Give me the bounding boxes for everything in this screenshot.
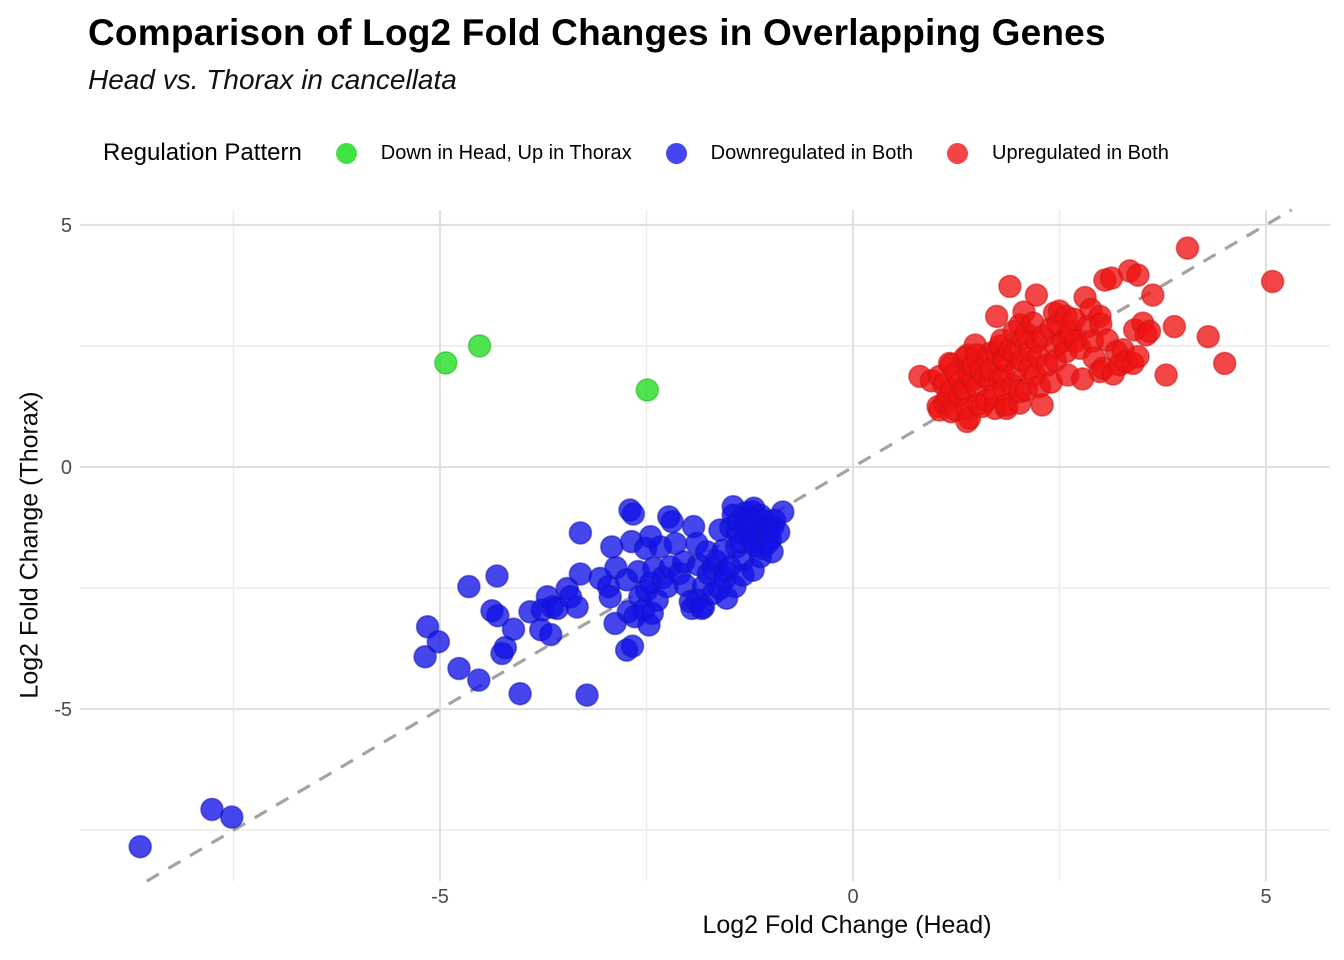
data-point (598, 584, 623, 609)
data-point (1024, 283, 1049, 307)
data-point (1175, 236, 1200, 260)
y-tick-label: 0 (61, 457, 72, 479)
x-tick-label: 0 (847, 886, 858, 908)
legend: Regulation Pattern Down in Head, Up in T… (103, 134, 1169, 172)
x-tick-label: 5 (1260, 886, 1271, 908)
data-point (433, 351, 458, 375)
data-point (426, 629, 451, 654)
data-point (467, 334, 492, 358)
data-point (1196, 324, 1220, 349)
data-point (1137, 319, 1162, 344)
data-point (620, 634, 645, 659)
y-axis-tick-labels: 5 0 -5 (54, 215, 72, 721)
series-blue-points (128, 494, 795, 859)
red-point-icon (947, 142, 969, 164)
y-axis-title: Log2 Fold Change (Thorax) (15, 391, 44, 699)
data-point (660, 509, 684, 534)
data-point (1162, 314, 1187, 339)
chart-subtitle: Head vs. Thorax in cancellata (88, 64, 457, 95)
data-point (599, 535, 624, 559)
green-point-icon (335, 142, 357, 164)
data-point (568, 562, 593, 586)
data-point (538, 622, 563, 647)
data-point (575, 683, 599, 707)
data-point (998, 274, 1022, 299)
series-red-points (908, 236, 1285, 434)
legend-item-down-head-up-thorax: Down in Head, Up in Thorax (335, 141, 632, 165)
data-point (1212, 351, 1237, 376)
y-tick-label: 5 (61, 215, 72, 237)
x-axis-title: Log2 Fold Change (Head) (702, 911, 992, 939)
data-point (984, 304, 1009, 329)
blue-point-icon (665, 142, 687, 164)
data-point (1141, 283, 1165, 307)
data-point (220, 805, 244, 829)
data-point (770, 500, 795, 524)
legend-item-label: Downregulated in Both (710, 141, 914, 164)
major-gridlines (80, 210, 1330, 881)
data-point (466, 668, 491, 692)
legend-item-upregulated-both: Upregulated in Both (947, 142, 1169, 165)
data-point (635, 378, 660, 402)
data-point (568, 521, 593, 545)
y-tick-label: -5 (54, 699, 72, 721)
data-point (501, 617, 526, 642)
legend-item-label: Upregulated in Both (992, 141, 1169, 164)
legend-item-downregulated-both: Downregulated in Both (665, 141, 914, 165)
data-point (457, 574, 481, 599)
data-point (128, 834, 152, 859)
data-point (1260, 269, 1285, 294)
data-point (485, 603, 510, 628)
data-point (447, 656, 471, 681)
data-point (485, 564, 509, 588)
legend-title: Regulation Pattern (103, 139, 302, 166)
data-point (565, 595, 589, 619)
data-point (621, 502, 646, 526)
data-point (766, 520, 791, 545)
data-point (1126, 344, 1150, 369)
legend-item-label: Down in Head, Up in Thorax (380, 141, 632, 164)
data-point (413, 644, 437, 669)
data-point (1030, 393, 1054, 417)
series-green-points (433, 334, 660, 402)
chart-title: Comparison of Log2 Fold Changes in Overl… (88, 12, 1106, 53)
data-point (1126, 263, 1150, 288)
x-axis-tick-labels: -5 0 5 (431, 886, 1271, 908)
data-point (508, 681, 532, 706)
data-point (1154, 363, 1178, 387)
data-point (200, 797, 224, 822)
x-tick-label: -5 (431, 886, 449, 908)
